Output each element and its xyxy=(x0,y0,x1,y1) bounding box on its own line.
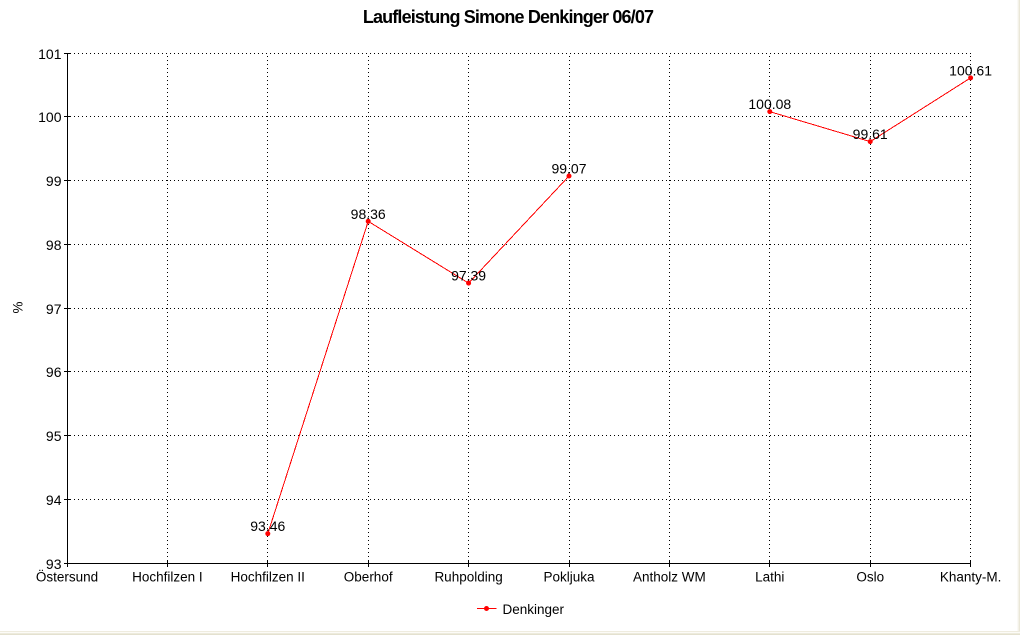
svg-text:96: 96 xyxy=(46,364,62,380)
svg-text:Hochfilzen I: Hochfilzen I xyxy=(132,570,203,585)
svg-text:Lathi: Lathi xyxy=(755,570,784,585)
svg-text:98.36: 98.36 xyxy=(351,206,386,222)
svg-text:99.61: 99.61 xyxy=(853,126,888,142)
svg-text:97: 97 xyxy=(46,301,62,317)
svg-text:101: 101 xyxy=(38,46,62,62)
svg-text:Laufleistung Simone Denkinger: Laufleistung Simone Denkinger 06/07 xyxy=(363,7,654,27)
svg-text:97.39: 97.39 xyxy=(451,268,486,284)
svg-text:98: 98 xyxy=(46,237,62,253)
svg-text:93.46: 93.46 xyxy=(250,518,285,534)
svg-text:99: 99 xyxy=(46,173,62,189)
svg-text:99.07: 99.07 xyxy=(551,161,586,177)
svg-text:Pokljuka: Pokljuka xyxy=(543,570,595,585)
svg-text:94: 94 xyxy=(46,492,62,508)
svg-text:Oberhof: Oberhof xyxy=(344,570,393,585)
svg-text:Khanty-M.: Khanty-M. xyxy=(940,570,1002,585)
svg-text:100.08: 100.08 xyxy=(748,96,791,112)
svg-text:Ruhpolding: Ruhpolding xyxy=(434,570,502,585)
svg-text:95: 95 xyxy=(46,428,62,444)
svg-text:%: % xyxy=(10,301,25,313)
svg-text:Denkinger: Denkinger xyxy=(503,602,565,617)
svg-text:Antholz WM: Antholz WM xyxy=(633,570,706,585)
svg-text:Oslo: Oslo xyxy=(856,570,884,585)
svg-text:Östersund: Östersund xyxy=(36,570,98,585)
svg-text:Hochfilzen II: Hochfilzen II xyxy=(231,570,305,585)
svg-text:100.61: 100.61 xyxy=(949,62,992,78)
svg-text:93: 93 xyxy=(46,556,62,572)
svg-text:100: 100 xyxy=(38,109,62,125)
